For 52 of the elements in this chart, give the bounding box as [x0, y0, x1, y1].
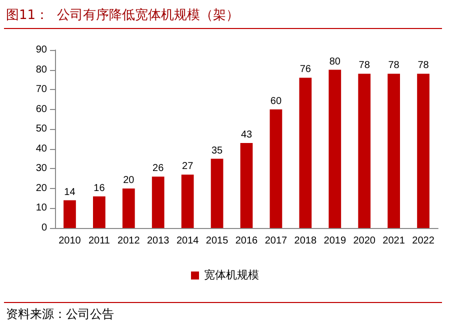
bar [328, 70, 342, 228]
y-tick-label: 10 [36, 202, 48, 214]
y-tick-label: 90 [36, 44, 48, 56]
x-tick-label: 2010 [58, 236, 82, 246]
x-tick-label: 2019 [324, 236, 346, 246]
y-tick-label: 50 [36, 124, 48, 135]
data-label: 16 [94, 182, 106, 194]
y-tick-label: 40 [36, 143, 48, 154]
y-tick-label: 0 [41, 222, 48, 234]
data-label: 80 [329, 56, 341, 68]
y-tick-label: 30 [36, 163, 48, 174]
bar [358, 74, 371, 228]
data-label: 26 [152, 163, 164, 174]
bar [181, 174, 194, 228]
y-tick-label: 60 [36, 104, 48, 115]
text: 资料来源：公司公告 [6, 306, 114, 323]
bar [240, 142, 253, 228]
bar [299, 78, 312, 228]
data-label: 78 [388, 60, 400, 72]
data-label: 78 [358, 60, 370, 72]
x-tick-label: 2011 [88, 236, 110, 246]
x-tick-label: 2018 [294, 236, 317, 246]
x-tick-label: 2012 [118, 236, 140, 246]
data-label: 20 [123, 174, 135, 186]
y-tick-label: 20 [36, 182, 48, 194]
x-tick-label: 2022 [412, 236, 435, 246]
data-label: 76 [300, 64, 312, 76]
data-label: 60 [270, 96, 282, 107]
x-tick-label: 2014 [176, 236, 200, 246]
data-label: 43 [240, 129, 252, 140]
bar [122, 188, 135, 228]
x-tick-label: 2013 [146, 236, 170, 246]
y-tick-label: 80 [36, 64, 48, 76]
data-label: 78 [418, 60, 430, 72]
bar [93, 196, 106, 228]
chart-title: 图11： 公司有序降低宽体机规模（架） [6, 7, 239, 24]
bar [210, 158, 224, 228]
bar [152, 176, 164, 228]
bar [417, 74, 430, 228]
legend-label: 宽体机规模 [204, 268, 259, 282]
data-label: 35 [211, 145, 224, 156]
x-tick-label: 2017 [264, 236, 288, 246]
x-tick-label: 2015 [206, 236, 229, 246]
y-tick-label: 70 [36, 84, 48, 96]
x-tick-label: 2016 [235, 236, 258, 246]
bar [388, 74, 400, 228]
x-tick-label: 2020 [353, 236, 376, 246]
data-label: 14 [64, 186, 76, 198]
x-tick-label: 2021 [382, 236, 406, 246]
data-label: 27 [182, 161, 194, 172]
bar [270, 109, 282, 228]
bar [64, 200, 76, 228]
